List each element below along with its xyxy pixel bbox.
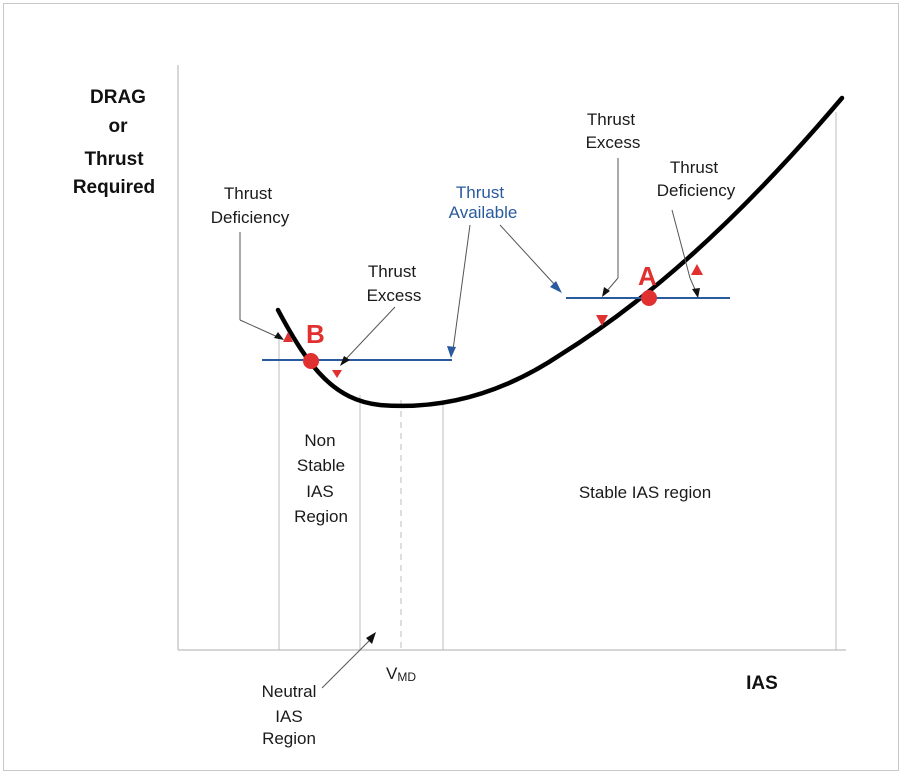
leader-available-b-arrowhead xyxy=(447,346,456,358)
leader-excess-right-diag xyxy=(605,277,619,293)
point-b-marker xyxy=(303,353,319,369)
leader-deficiency-left-arrowhead xyxy=(274,332,284,340)
arrow-down-a xyxy=(596,315,608,326)
diagram-frame xyxy=(3,3,899,771)
thrust-excess-right-line1: Thrust xyxy=(587,110,635,129)
non-stable-line3: IAS xyxy=(306,482,333,501)
thrust-excess-left-line1: Thrust xyxy=(368,262,416,281)
point-a-label: A xyxy=(638,261,657,291)
drag-curve xyxy=(275,95,845,409)
thrust-deficiency-right-line2: Deficiency xyxy=(657,181,736,200)
vmd-main: V xyxy=(386,664,398,683)
y-axis-title-line3: Thrust xyxy=(84,149,144,170)
leader-available-b xyxy=(452,224,471,351)
thrust-deficiency-left-line1: Thrust xyxy=(224,184,272,203)
thrust-excess-left-line2: Excess xyxy=(367,286,422,305)
vmd-label: VMD xyxy=(386,664,416,684)
thrust-available-line2: Available xyxy=(449,203,518,222)
point-a-marker xyxy=(641,290,657,306)
leader-excess-left xyxy=(344,306,396,361)
thrust-deficiency-left-line2: Deficiency xyxy=(211,208,290,227)
thrust-excess-right-line2: Excess xyxy=(586,133,641,152)
leader-excess-left-arrowhead xyxy=(340,356,350,366)
leader-neutral-arrowhead xyxy=(366,632,376,644)
neutral-line3: Region xyxy=(262,729,316,748)
non-stable-line2: Stable xyxy=(297,456,345,475)
neutral-line2: IAS xyxy=(275,707,302,726)
arrow-up-b xyxy=(283,332,293,342)
leader-deficiency-right-arrowhead xyxy=(692,288,700,298)
y-axis-title-line1: DRAG xyxy=(90,87,146,108)
x-axis-title: IAS xyxy=(746,673,778,694)
stable-region-label: Stable IAS region xyxy=(579,483,711,502)
y-axis-title-line4: Required xyxy=(73,177,155,198)
leader-deficiency-left-diag xyxy=(239,319,281,339)
thrust-deficiency-right-line1: Thrust xyxy=(670,158,718,177)
non-stable-line1: Non xyxy=(304,431,335,450)
arrow-down-b xyxy=(332,370,342,378)
y-axis-title-line2: or xyxy=(109,116,129,137)
leader-excess-right-arrowhead xyxy=(602,287,610,297)
leader-neutral xyxy=(321,639,371,689)
leader-available-a xyxy=(499,224,556,286)
neutral-line1: Neutral xyxy=(262,682,317,701)
vmd-subscript: MD xyxy=(397,670,416,684)
arrow-up-a xyxy=(691,264,703,275)
leader-available-a-arrowhead xyxy=(550,281,562,293)
leader-deficiency-right xyxy=(671,209,691,279)
point-b-label: B xyxy=(306,319,325,349)
non-stable-line4: Region xyxy=(294,507,348,526)
thrust-available-line1: Thrust xyxy=(456,183,504,202)
